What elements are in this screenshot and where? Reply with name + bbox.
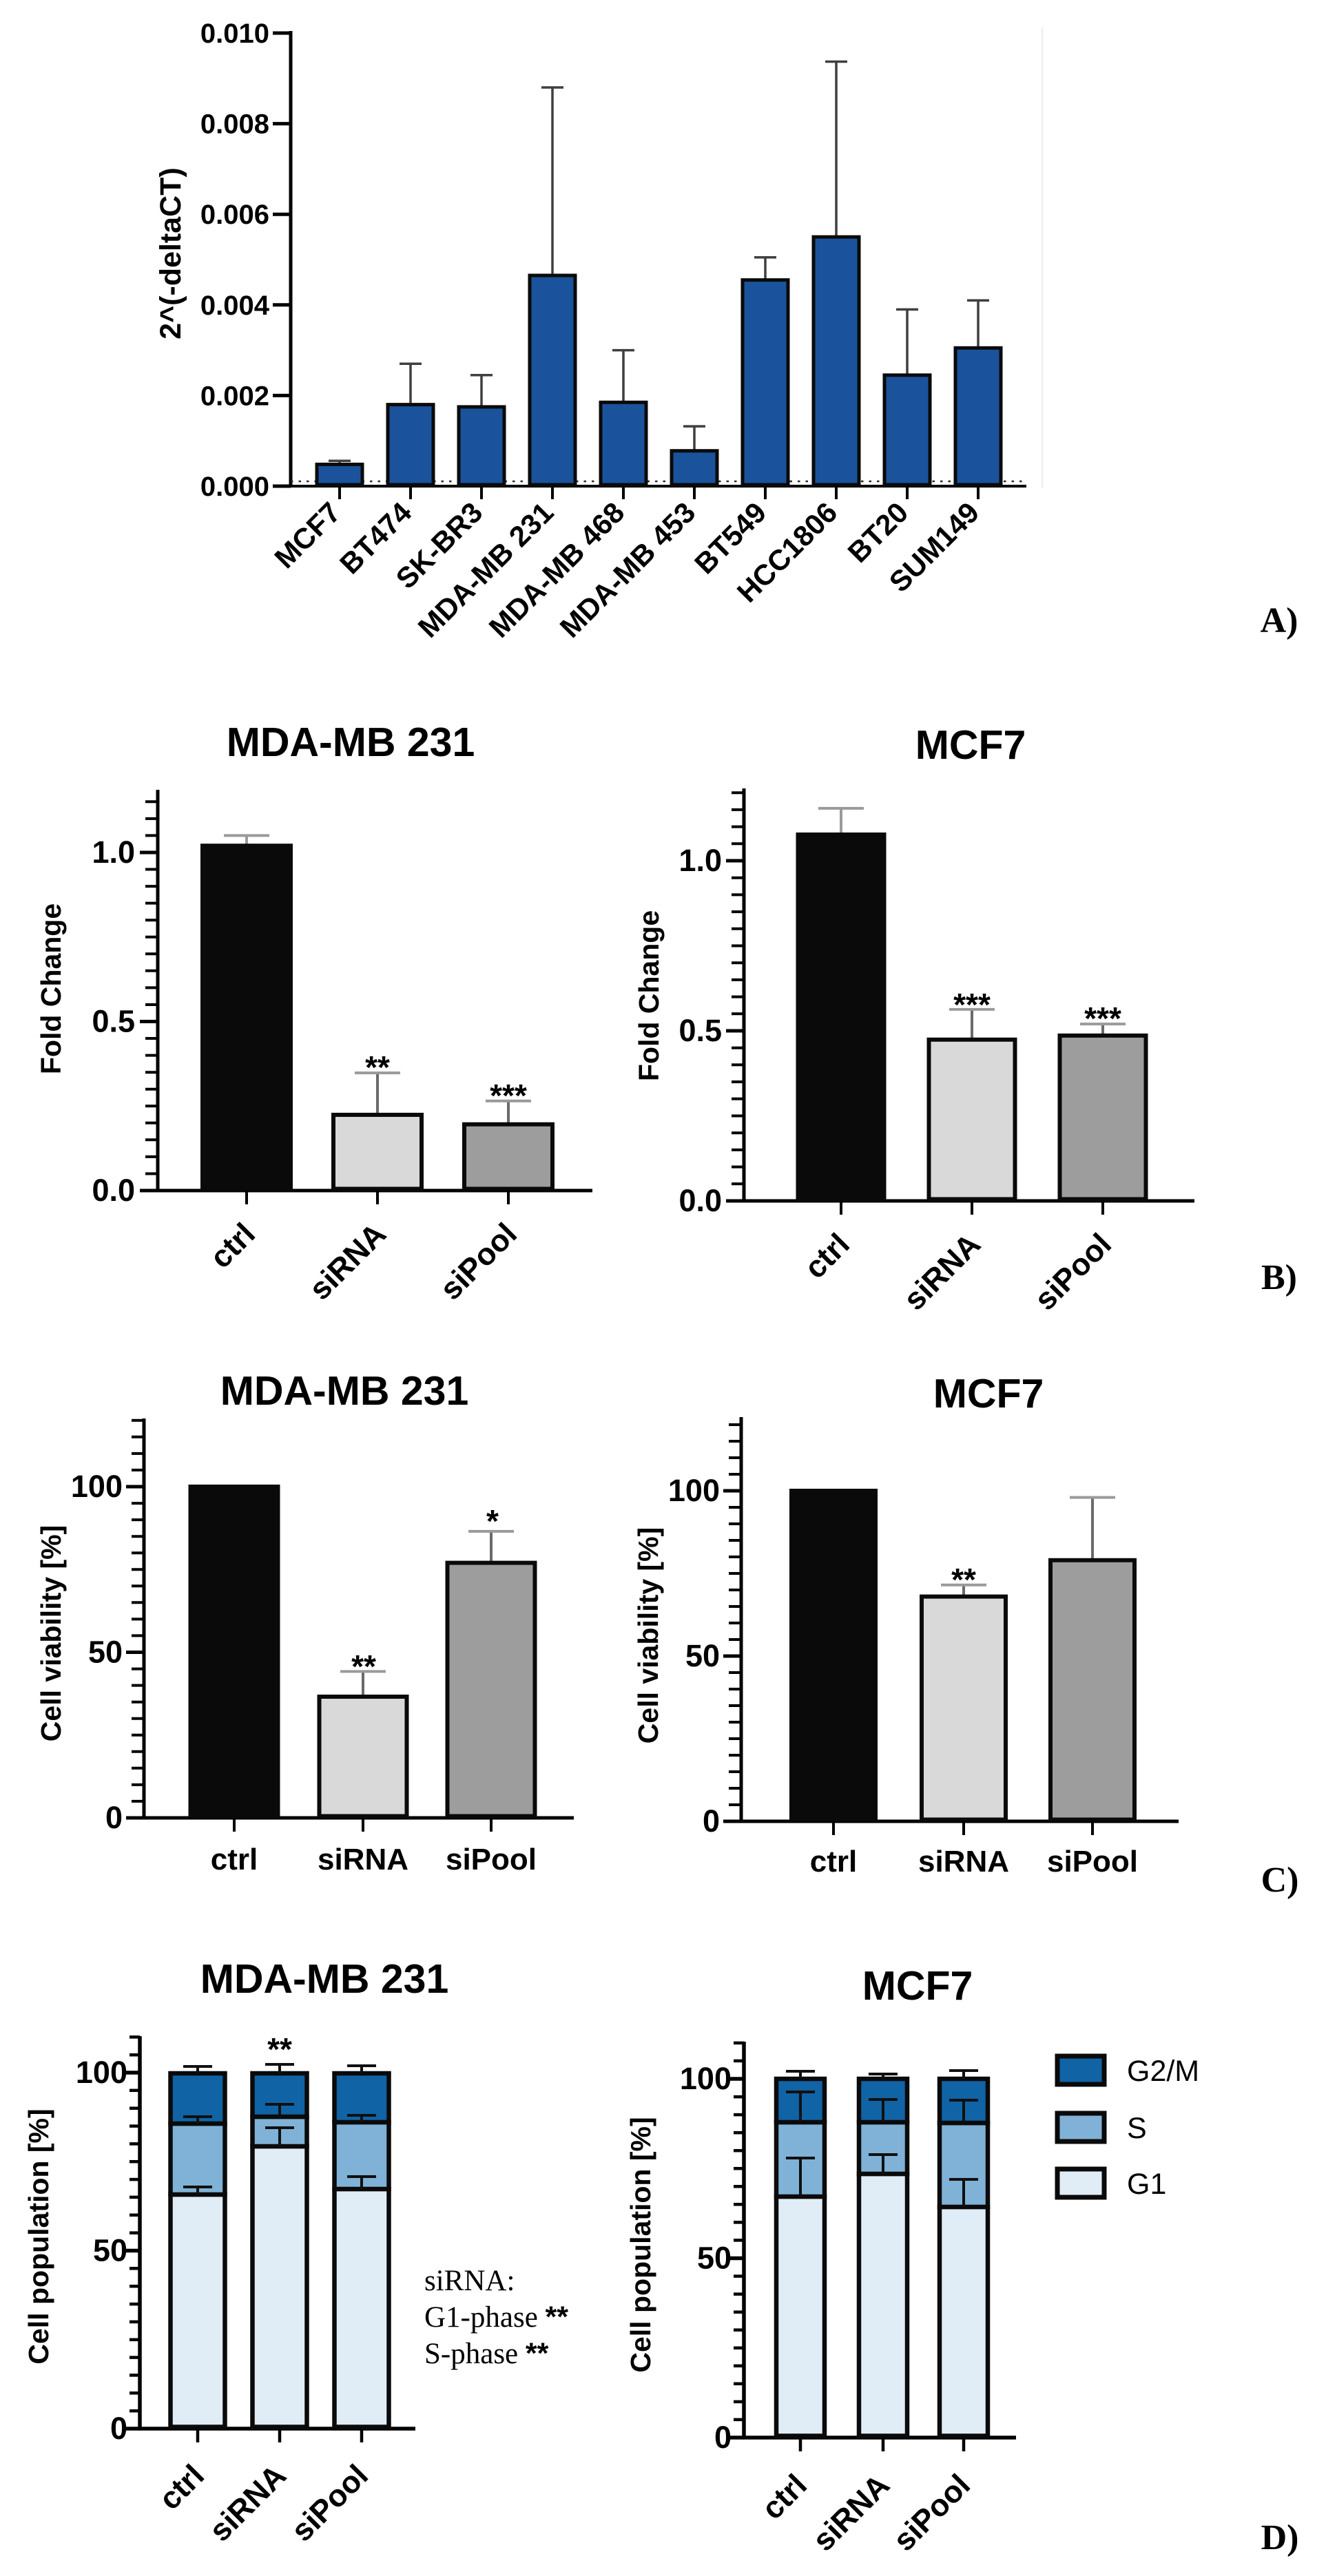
svg-text:Fold Change: Fold Change <box>35 903 67 1074</box>
svg-text:0.000: 0.000 <box>200 472 269 502</box>
svg-text:100: 100 <box>71 1469 123 1504</box>
svg-text:MCF7: MCF7 <box>862 1963 973 2009</box>
svg-text:100: 100 <box>76 2055 127 2090</box>
svg-text:100: 100 <box>668 1473 720 1508</box>
svg-text:ctrl: ctrl <box>211 1843 258 1876</box>
svg-text:0.0: 0.0 <box>678 1183 722 1218</box>
svg-text:0: 0 <box>105 1800 123 1835</box>
svg-text:***: *** <box>953 987 991 1023</box>
svg-text:B): B) <box>1261 1258 1297 1297</box>
svg-text:0.004: 0.004 <box>200 291 270 321</box>
svg-text:Cell viability [%]: Cell viability [%] <box>35 1525 67 1741</box>
svg-text:50: 50 <box>88 1635 123 1670</box>
svg-text:siRNA:: siRNA: <box>424 2265 515 2297</box>
svg-text:Cell population [%]: Cell population [%] <box>23 2108 54 2364</box>
svg-text:0: 0 <box>110 2411 127 2446</box>
svg-text:A): A) <box>1261 601 1298 640</box>
svg-text:0.008: 0.008 <box>200 109 269 140</box>
svg-text:50: 50 <box>697 2241 732 2276</box>
svg-text:0.5: 0.5 <box>92 1004 135 1039</box>
svg-text:0: 0 <box>703 1803 720 1839</box>
svg-text:Cell viability [%]: Cell viability [%] <box>632 1527 664 1743</box>
svg-text:MCF7: MCF7 <box>933 1371 1044 1416</box>
svg-text:***: *** <box>490 1078 527 1113</box>
svg-text:MCF7: MCF7 <box>915 722 1026 768</box>
svg-text:**: ** <box>365 1049 390 1085</box>
svg-text:S-phase **: S-phase ** <box>424 2337 549 2370</box>
svg-text:C): C) <box>1261 1861 1299 1900</box>
svg-text:G2/M: G2/M <box>1127 2055 1199 2088</box>
svg-text:*: * <box>486 1503 499 1539</box>
svg-text:siPool: siPool <box>1047 1845 1138 1878</box>
svg-text:siRNA: siRNA <box>318 1843 408 1876</box>
svg-text:**: ** <box>267 2031 292 2067</box>
svg-text:0.5: 0.5 <box>678 1013 722 1048</box>
svg-text:ctrl: ctrl <box>810 1845 857 1878</box>
svg-text:0.010: 0.010 <box>200 19 269 49</box>
svg-text:**: ** <box>951 1562 976 1598</box>
svg-text:siPool: siPool <box>446 1843 537 1876</box>
svg-text:0.0: 0.0 <box>92 1173 135 1208</box>
svg-text:100: 100 <box>680 2061 732 2096</box>
svg-text:**: ** <box>351 1648 376 1684</box>
svg-text:MDA-MB 231: MDA-MB 231 <box>220 1368 469 1414</box>
svg-text:1.0: 1.0 <box>92 835 135 870</box>
svg-text:siRNA: siRNA <box>918 1845 1009 1878</box>
svg-text:S: S <box>1127 2112 1147 2145</box>
svg-text:Cell population [%]: Cell population [%] <box>625 2117 656 2372</box>
svg-text:G1: G1 <box>1127 2168 1166 2201</box>
svg-text:Fold Change: Fold Change <box>633 910 665 1081</box>
svg-text:1.0: 1.0 <box>678 843 722 878</box>
svg-text:G1-phase **: G1-phase ** <box>424 2301 568 2334</box>
svg-text:2^(-deltaCT): 2^(-deltaCT) <box>154 167 187 339</box>
svg-text:0: 0 <box>714 2420 732 2455</box>
svg-text:0.002: 0.002 <box>200 381 269 411</box>
svg-text:D): D) <box>1261 2518 1299 2557</box>
svg-text:***: *** <box>1084 1001 1121 1036</box>
svg-text:50: 50 <box>93 2233 127 2268</box>
svg-text:MDA-MB 231: MDA-MB 231 <box>200 1956 449 2002</box>
svg-text:0.006: 0.006 <box>200 200 269 230</box>
svg-text:50: 50 <box>685 1638 720 1673</box>
svg-text:MDA-MB 231: MDA-MB 231 <box>227 720 475 765</box>
